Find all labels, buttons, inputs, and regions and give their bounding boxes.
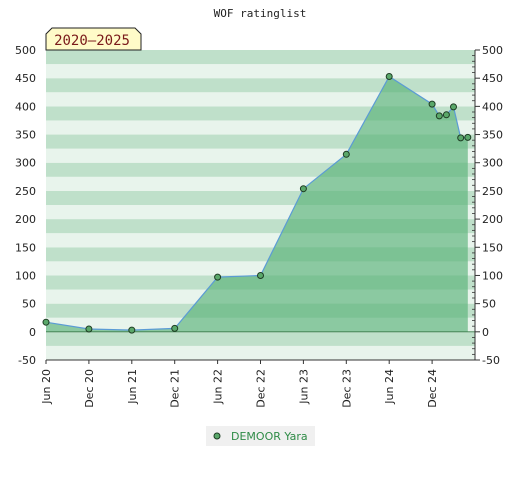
- y-tick-label-right: 50: [482, 298, 496, 311]
- data-point[interactable]: [435, 112, 443, 120]
- x-tick-label: Dec 23: [340, 369, 353, 408]
- x-tick-label: Jun 23: [297, 369, 310, 405]
- background-band: [46, 345, 475, 360]
- data-point[interactable]: [257, 272, 264, 279]
- data-point[interactable]: [342, 150, 350, 158]
- y-tick-label-right: 200: [482, 213, 503, 226]
- data-point[interactable]: [464, 133, 472, 141]
- y-tick-label-left: 300: [15, 157, 36, 170]
- x-tick-label: Jun 22: [212, 369, 225, 405]
- period-badge: 2020–2025: [45, 27, 142, 51]
- data-point[interactable]: [299, 185, 307, 193]
- y-tick-label-left: 200: [15, 213, 36, 226]
- data-point[interactable]: [128, 326, 136, 334]
- y-tick-label-left: 0: [29, 326, 36, 339]
- y-tick-label-left: -50: [18, 354, 36, 367]
- x-tick-label: Dec 24: [426, 369, 439, 408]
- data-point[interactable]: [450, 103, 457, 111]
- y-tick-label-right: 300: [482, 157, 503, 170]
- y-tick-label-right: 0: [482, 326, 489, 339]
- y-tick-label-left: 150: [15, 241, 36, 254]
- y-tick-label-left: 500: [15, 44, 36, 57]
- legend-series-name: DEMOOR Yara: [231, 430, 308, 443]
- background-band: [46, 78, 475, 93]
- x-tick-label: Jun 24: [383, 369, 396, 405]
- y-tick-label-left: 450: [15, 72, 36, 85]
- y-tick-label-right: 100: [482, 269, 503, 282]
- data-point[interactable]: [171, 324, 179, 332]
- data-point[interactable]: [214, 273, 222, 281]
- legend: DEMOOR Yara: [206, 426, 315, 446]
- data-point[interactable]: [457, 134, 465, 142]
- y-tick-label-right: -50: [482, 354, 500, 367]
- y-tick-label-right: 450: [482, 72, 503, 85]
- axes: -50 0 50 100 150 200 250 300 350 400 450 500 -50 0 50 1…: [15, 44, 503, 408]
- x-tick-label: Dec 22: [255, 369, 268, 408]
- data-point[interactable]: [385, 73, 393, 80]
- y-tick-label-left: 350: [15, 129, 36, 142]
- x-tick-label: Jun 21: [126, 369, 139, 405]
- data-point[interactable]: [428, 100, 436, 108]
- period-badge-box: [45, 27, 142, 51]
- background-band: [46, 92, 475, 107]
- x-tick-label: Dec 20: [83, 369, 96, 408]
- background-band: [46, 50, 475, 65]
- y-tick-label-left: 250: [15, 185, 36, 198]
- y-tick-label-right: 350: [482, 129, 503, 142]
- y-tick-label-left: 100: [15, 269, 36, 282]
- period-badge-label: 2020–2025: [54, 33, 130, 49]
- y-tick-label-right: 150: [482, 241, 503, 254]
- background-band: [46, 64, 475, 79]
- legend-marker: [213, 432, 221, 440]
- x-tick-label: Dec 21: [169, 369, 182, 408]
- y-tick-label-left: 50: [22, 298, 36, 311]
- y-tick-label-right: 400: [482, 100, 503, 113]
- markers: [42, 73, 472, 334]
- data-point[interactable]: [42, 318, 50, 326]
- data-point[interactable]: [442, 111, 450, 119]
- y-tick-label-left: 400: [15, 100, 36, 113]
- data-point[interactable]: [85, 325, 93, 333]
- background-band: [46, 331, 475, 346]
- legend-box: [206, 426, 315, 446]
- y-tick-label-right: 500: [482, 44, 503, 57]
- y-tick-label-right: 250: [482, 185, 503, 198]
- chart-title: WOF ratinglist: [214, 7, 307, 20]
- x-tick-label: Jun 20: [40, 369, 53, 405]
